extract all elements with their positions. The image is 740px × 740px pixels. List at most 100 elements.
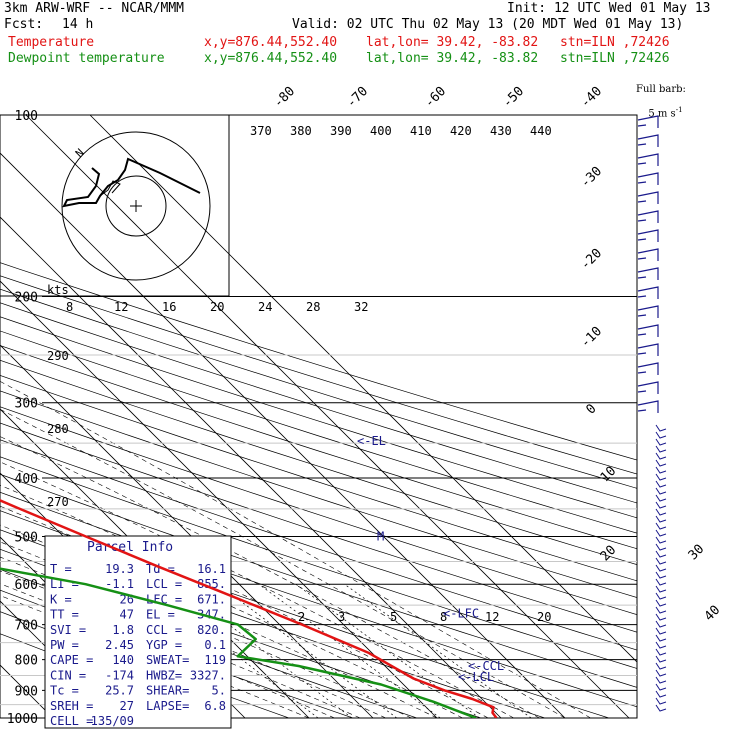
mixing-ratio-label: 20 <box>537 610 551 624</box>
parcel-field-label: LCL = <box>146 577 182 591</box>
parcel-field-label: YGP = <box>146 638 182 652</box>
wind-barb <box>655 529 667 537</box>
barb-legend-line2: 5 m s-1 <box>642 95 683 120</box>
wind-barb <box>637 305 659 318</box>
valid-time: Valid: 02 UTC Thu 02 May 13 (20 MDT Wed … <box>292 17 684 32</box>
moist-adiabat <box>0 583 335 718</box>
level-marker: <-LCL <box>458 670 494 684</box>
pressure-tick-label: 400 <box>15 472 38 487</box>
temperature-legend-latlon: lat,lon= 39.42, -83.82 <box>366 35 539 50</box>
pressure-tick-label: 100 <box>15 109 38 124</box>
parcel-field-value: 671. <box>197 592 226 606</box>
mixing-ratio-line <box>175 583 353 718</box>
moist-adiabat <box>0 556 386 718</box>
wind-barb <box>655 669 667 677</box>
theta-label: 400 <box>370 124 392 138</box>
wind-barb <box>655 683 667 691</box>
mixing-ratio-line <box>258 583 441 718</box>
parcel-field-value: 5. <box>212 684 226 698</box>
theta-label: 370 <box>250 124 272 138</box>
hodograph-ring-inner <box>105 175 167 237</box>
mixing-ratio-line <box>143 583 319 718</box>
barb-legend-unit-exponent: -1 <box>675 106 683 114</box>
pressure-tick-label: 500 <box>15 530 38 545</box>
wind-barb <box>655 599 667 607</box>
hodograph-ring-outer <box>61 131 211 281</box>
level-marker: <-CCL <box>468 659 504 673</box>
pressure-tick-label: 600 <box>15 578 38 593</box>
parcel-field-value: 25.7 <box>105 684 134 698</box>
wind-barb <box>637 362 659 375</box>
mixing-ratio-label: 3 <box>338 610 345 624</box>
isotherm <box>0 344 374 718</box>
wind-barb <box>655 564 667 572</box>
wind-barb <box>637 248 659 261</box>
pressure-tick-label: 800 <box>15 654 38 669</box>
isotherm-label: -80 <box>271 84 298 111</box>
wind-barb <box>655 585 667 593</box>
diagram-frame <box>0 114 638 719</box>
parcel-field-label: CELL = <box>50 714 93 728</box>
parcel-field-label: CIN = <box>50 668 86 682</box>
isotherm-label: 30 <box>686 542 708 564</box>
temperature-trace <box>0 499 498 718</box>
wind-barb <box>655 487 667 495</box>
wind-barb <box>655 508 667 516</box>
dewpoint-legend-xy: x,y=876.44,552.40 <box>204 51 338 66</box>
theta-label: 380 <box>290 124 312 138</box>
wind-barb <box>655 592 667 600</box>
parcel-field-label: LAPSE= <box>146 699 189 713</box>
mixing-ratio-line <box>344 583 532 718</box>
parcel-field-value: 1.8 <box>112 623 134 637</box>
temperature-legend-xy: x,y=876.44,552.40 <box>204 35 338 50</box>
pressure-tick-label: 200 <box>15 291 38 306</box>
theta-e-label: 270 <box>47 495 69 509</box>
parcel-info-background <box>44 535 232 729</box>
wind-barb <box>655 459 667 467</box>
parcel-field-label: SREH = <box>50 699 93 713</box>
wind-barb <box>655 613 667 621</box>
wind-barb <box>655 578 667 586</box>
wind-barb <box>655 557 667 565</box>
wind-barb <box>655 620 667 628</box>
isotherm <box>0 216 502 718</box>
wind-barb <box>637 343 659 356</box>
parcel-field-label: T = <box>50 562 72 576</box>
theta-label: 420 <box>450 124 472 138</box>
wind-barb <box>655 466 667 474</box>
mixing-ratio-line <box>217 583 398 718</box>
wind-barb <box>655 452 667 460</box>
theta-e-label: 280 <box>47 422 69 436</box>
wind-barb <box>655 536 667 544</box>
parcel-field-label: PW = <box>50 638 79 652</box>
isotherm-label: -20 <box>578 246 605 273</box>
barb-legend-line1: Full barb: <box>636 84 686 95</box>
isotherm-label: -40 <box>578 84 605 111</box>
parcel-field-label: K = <box>50 592 72 606</box>
mixing-ratio-scale-label: 28 <box>306 300 320 314</box>
wind-barb <box>655 571 667 579</box>
hodograph-center-mark <box>130 200 142 212</box>
mixing-ratio-label: 2 <box>298 610 305 624</box>
parcel-field-value: 2.45 <box>105 638 134 652</box>
wind-barb <box>655 522 667 530</box>
wind-barb <box>655 494 667 502</box>
isotherm <box>0 280 438 718</box>
dewpoint-legend-latlon: lat,lon= 39.42, -83.82 <box>366 51 539 66</box>
mixing-ratio-scale-label: 32 <box>354 300 368 314</box>
isotherm <box>89 115 637 663</box>
barb-legend-speed: 5 m s <box>648 108 676 120</box>
temperature-legend-stn: stn=ILN ,72426 <box>560 35 670 50</box>
parcel-field-value: 27 <box>120 699 134 713</box>
wind-barb <box>655 634 667 642</box>
wind-barb <box>655 438 667 446</box>
parcel-field-label: SWEAT= <box>146 653 189 667</box>
isotherm-label: -50 <box>500 84 527 111</box>
parcel-field-label: SHEAR= <box>146 684 189 698</box>
mixing-ratio-scale-label: 20 <box>210 300 224 314</box>
wind-barb <box>655 550 667 558</box>
wind-barb <box>655 697 667 705</box>
wind-barb <box>655 501 667 509</box>
level-markers: <-EL <-LFC <-CCL<-LCL M <box>357 434 504 684</box>
